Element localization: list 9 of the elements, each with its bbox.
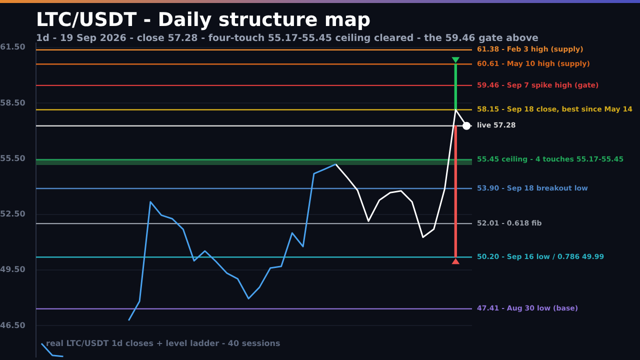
y-tick-label: 55.50 — [0, 154, 26, 163]
chart-title: LTC/USDT - Daily structure map — [36, 9, 371, 31]
y-tick-label: 58.50 — [0, 98, 26, 108]
chart-subtitle: 1d - 19 Sep 2026 - close 57.28 - four-touch 55.17-55.45 ceiling cleared - the 59.46 gate above — [36, 33, 538, 44]
y-tick-label: 61.50 — [0, 42, 26, 52]
y-tick-label: 49.50 — [0, 265, 26, 274]
y-tick-label: 52.50 — [0, 210, 26, 219]
y-tick-label: 46.50 — [0, 320, 26, 330]
annotation: real LTC/USDT 1d closes + level ladder - 40 sessions — [46, 339, 280, 348]
